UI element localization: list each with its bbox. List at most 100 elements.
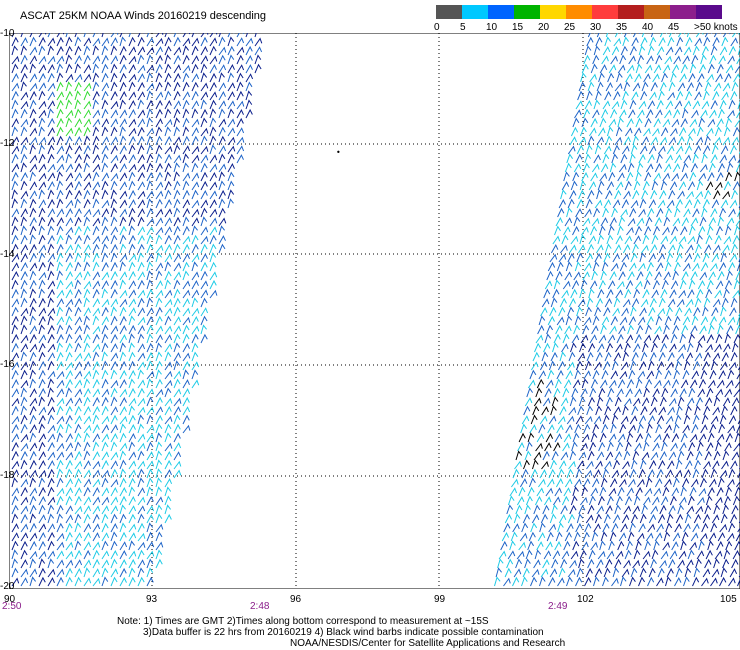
wind-barb: [56, 289, 65, 299]
wind-barb: [636, 532, 645, 542]
wind-barb: [590, 172, 598, 182]
wind-barb: [694, 91, 702, 101]
wind-barb: [209, 33, 218, 38]
wind-barb: [245, 64, 253, 74]
wind-barb: [200, 33, 209, 38]
wind-barb: [74, 216, 82, 227]
wind-barb: [622, 36, 630, 47]
wind-barb: [685, 405, 692, 416]
wind-barb: [521, 522, 529, 533]
wind-barb: [20, 324, 28, 335]
wind-barb: [65, 423, 72, 434]
wind-barb: [619, 261, 627, 272]
wind-barb: [101, 126, 109, 137]
wind-barb: [56, 324, 64, 335]
wind-barb: [683, 576, 690, 587]
wind-barb: [734, 171, 740, 182]
wind-barb: [721, 244, 730, 254]
wind-barb: [47, 280, 56, 290]
wind-barb: [65, 226, 74, 236]
wind-barb: [633, 127, 642, 137]
colorbar-tick-label: >50 knots: [694, 22, 738, 33]
wind-barb: [690, 325, 698, 335]
wind-barb: [56, 154, 65, 164]
wind-barb: [101, 261, 109, 272]
wind-barb: [65, 234, 72, 245]
wind-barb: [137, 99, 145, 110]
wind-barb: [546, 324, 554, 335]
wind-barb: [713, 504, 721, 515]
wind-barb: [587, 33, 596, 38]
wind-barb: [702, 568, 711, 578]
wind-barb: [548, 576, 556, 587]
wind-barb: [164, 334, 173, 344]
wind-barb: [155, 388, 164, 398]
wind-barb: [557, 577, 565, 587]
lat-label-20: -20: [0, 581, 15, 592]
wind-barb: [74, 379, 83, 389]
wind-barb: [562, 387, 570, 398]
wind-barb: [11, 567, 19, 578]
wind-barb: [730, 351, 738, 362]
wind-barb: [74, 126, 82, 137]
wind-barb: [550, 297, 558, 308]
wind-barb: [565, 315, 573, 326]
wind-barb: [593, 469, 601, 479]
wind-barb: [597, 180, 605, 191]
wind-barb: [608, 225, 615, 236]
wind-barb: [200, 99, 207, 110]
wind-barb: [734, 64, 740, 74]
wind-barb: [726, 217, 735, 227]
wind-barb: [101, 37, 110, 47]
wind-barb: [56, 459, 64, 470]
wind-barb: [665, 415, 674, 425]
wind-barb: [678, 126, 687, 137]
wind-barb: [173, 333, 181, 344]
wind-barb: [101, 559, 110, 569]
wind-barb: [685, 298, 694, 308]
wind-barb: [665, 46, 674, 56]
wind-barb: [582, 324, 590, 335]
wind-barb: [707, 63, 715, 74]
wind-barb: [550, 459, 557, 470]
wind-barb: [65, 369, 73, 380]
wind-barb: [209, 154, 218, 164]
wind-barb: [38, 451, 46, 461]
wind-barb: [651, 496, 660, 506]
wind-barb: [182, 135, 190, 146]
wind-barb: [734, 118, 740, 128]
wind-barb: [626, 171, 634, 182]
wind-barb: [74, 297, 82, 308]
wind-barb: [551, 450, 559, 461]
wind-barb: [683, 46, 692, 56]
wind-barb: [209, 208, 218, 218]
wind-barb: [578, 451, 587, 461]
wind-barb: [701, 468, 709, 479]
wind-barb: [47, 33, 55, 38]
wind-barb: [119, 477, 127, 488]
wind-barb: [65, 451, 74, 461]
wind-barb: [83, 90, 91, 101]
wind-barb: [47, 297, 54, 308]
wind-barb: [644, 487, 653, 497]
wind-barb: [11, 477, 18, 488]
wind-barb: [128, 46, 137, 56]
wind-barb: [614, 189, 622, 200]
wind-barb: [155, 270, 163, 281]
wind-barb: [182, 369, 189, 380]
wind-barb: [727, 478, 735, 488]
wind-barb: [714, 234, 722, 245]
wind-barb: [587, 396, 595, 407]
wind-barb: [47, 117, 55, 128]
wind-barb: [47, 387, 54, 398]
wind-barb: [218, 126, 226, 137]
wind-barb: [74, 135, 82, 146]
wind-barb: [727, 424, 736, 434]
wind-barb: [173, 288, 181, 299]
wind-barb: [236, 108, 244, 119]
wind-barb: [92, 369, 100, 380]
wind-barb: [680, 486, 687, 497]
wind-barb: [734, 432, 740, 443]
wind-barb: [74, 477, 82, 488]
wind-barb: [101, 469, 110, 479]
